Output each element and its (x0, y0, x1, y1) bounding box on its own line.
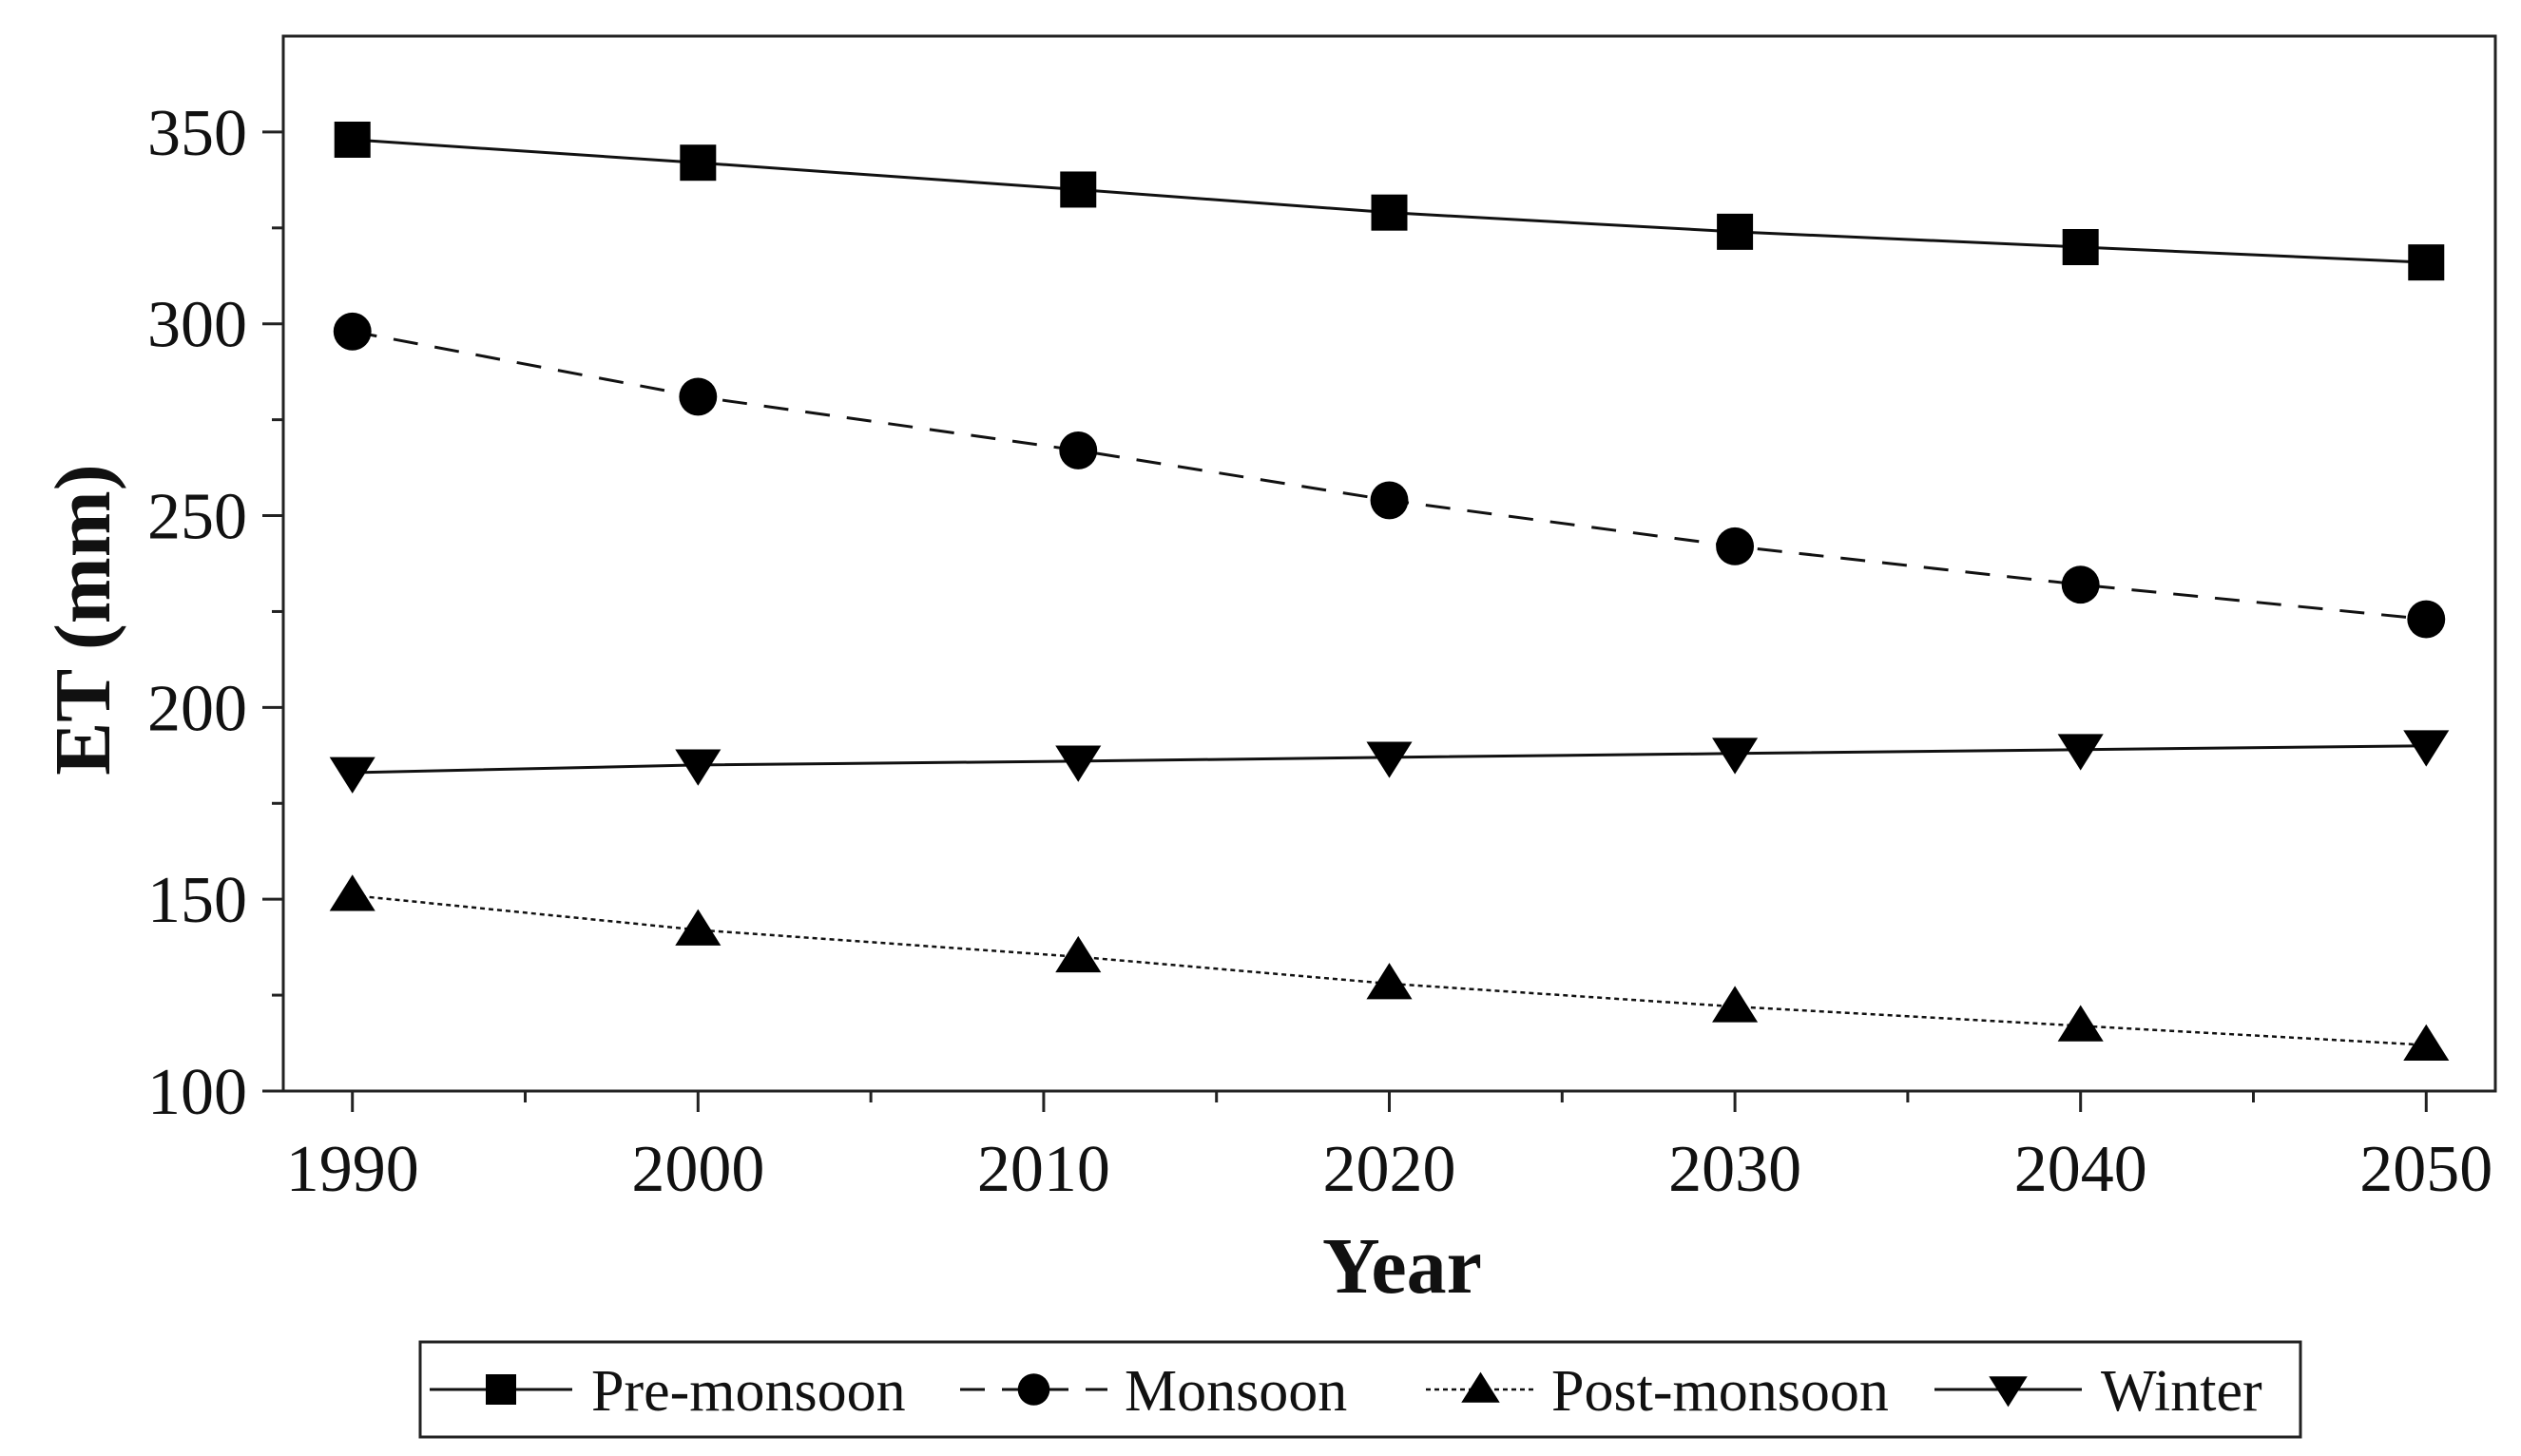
x-tick-label: 2040 (2014, 1133, 2147, 1206)
data-point (1055, 935, 1102, 973)
y-axis-title: ET (mm) (39, 464, 127, 775)
data-point (2057, 1005, 2104, 1042)
x-tick-label: 2050 (2359, 1133, 2492, 1206)
data-point (2408, 244, 2445, 281)
series-monsoon (333, 312, 2446, 639)
legend-marker (1461, 1371, 1500, 1403)
data-point (2061, 565, 2100, 604)
data-point (679, 377, 718, 416)
data-point (675, 749, 722, 786)
y-axis: 100 150 200 250 300 350 (147, 97, 283, 1129)
data-point (1055, 745, 1102, 782)
data-point (1366, 741, 1413, 778)
y-tick-label: 100 (147, 1056, 247, 1129)
data-point (1059, 431, 1098, 469)
series-pre-monsoon (334, 121, 2445, 281)
series-line (352, 330, 2427, 622)
x-tick-label: 1990 (286, 1133, 419, 1206)
x-tick-label: 2030 (1668, 1133, 1801, 1206)
data-point (2403, 1024, 2450, 1061)
legend: Pre-monsoon Monsoon Post-monsoon Winter (418, 1340, 2302, 1439)
legend-marker (1017, 1373, 1050, 1406)
legend-label: Pre-monsoon (591, 1359, 906, 1424)
data-point (329, 874, 375, 911)
legend-label: Monsoon (1125, 1359, 1347, 1424)
data-point (1717, 213, 1754, 250)
legend-marker (486, 1374, 516, 1405)
y-tick-label: 150 (147, 864, 247, 937)
data-point (1712, 738, 1759, 775)
x-tick-label: 2000 (631, 1133, 764, 1206)
legend-label: Winter (2101, 1359, 2262, 1424)
data-point (329, 757, 375, 794)
y-tick-label: 200 (147, 672, 247, 745)
data-point (1060, 171, 1097, 208)
x-axis: 1990 2000 2010 2020 2030 2040 2050 (286, 1091, 2492, 1206)
series-layer (329, 121, 2450, 1061)
legend-item: Post-monsoon (1426, 1359, 1889, 1424)
y-tick-label: 250 (147, 481, 247, 554)
y-tick-label: 350 (147, 97, 247, 170)
legend-marker (1989, 1376, 2028, 1408)
data-point (333, 312, 372, 351)
data-point (675, 909, 722, 946)
y-tick-label: 300 (147, 289, 247, 362)
data-point (1366, 963, 1413, 1000)
data-point (1712, 986, 1759, 1023)
x-axis-title: Year (1322, 1222, 1482, 1311)
data-point (680, 144, 717, 182)
data-point (2407, 600, 2446, 639)
x-tick-label: 2010 (977, 1133, 1110, 1206)
legend-item: Pre-monsoon (430, 1359, 906, 1424)
data-point (1371, 194, 1408, 231)
legend-item: Monsoon (960, 1359, 1347, 1424)
data-point (2057, 734, 2104, 771)
data-point (2062, 229, 2099, 265)
series-post-monsoon (329, 874, 2450, 1061)
data-point (334, 121, 371, 158)
data-point (2403, 730, 2450, 767)
legend-label: Post-monsoon (1551, 1359, 1889, 1424)
data-point (1370, 481, 1409, 520)
data-point (1716, 527, 1755, 565)
x-tick-label: 2020 (1323, 1133, 1456, 1206)
series-winter (329, 730, 2450, 794)
plot-frame (281, 34, 2497, 1093)
legend-item: Winter (1934, 1359, 2262, 1424)
plot-border (281, 34, 2497, 1093)
